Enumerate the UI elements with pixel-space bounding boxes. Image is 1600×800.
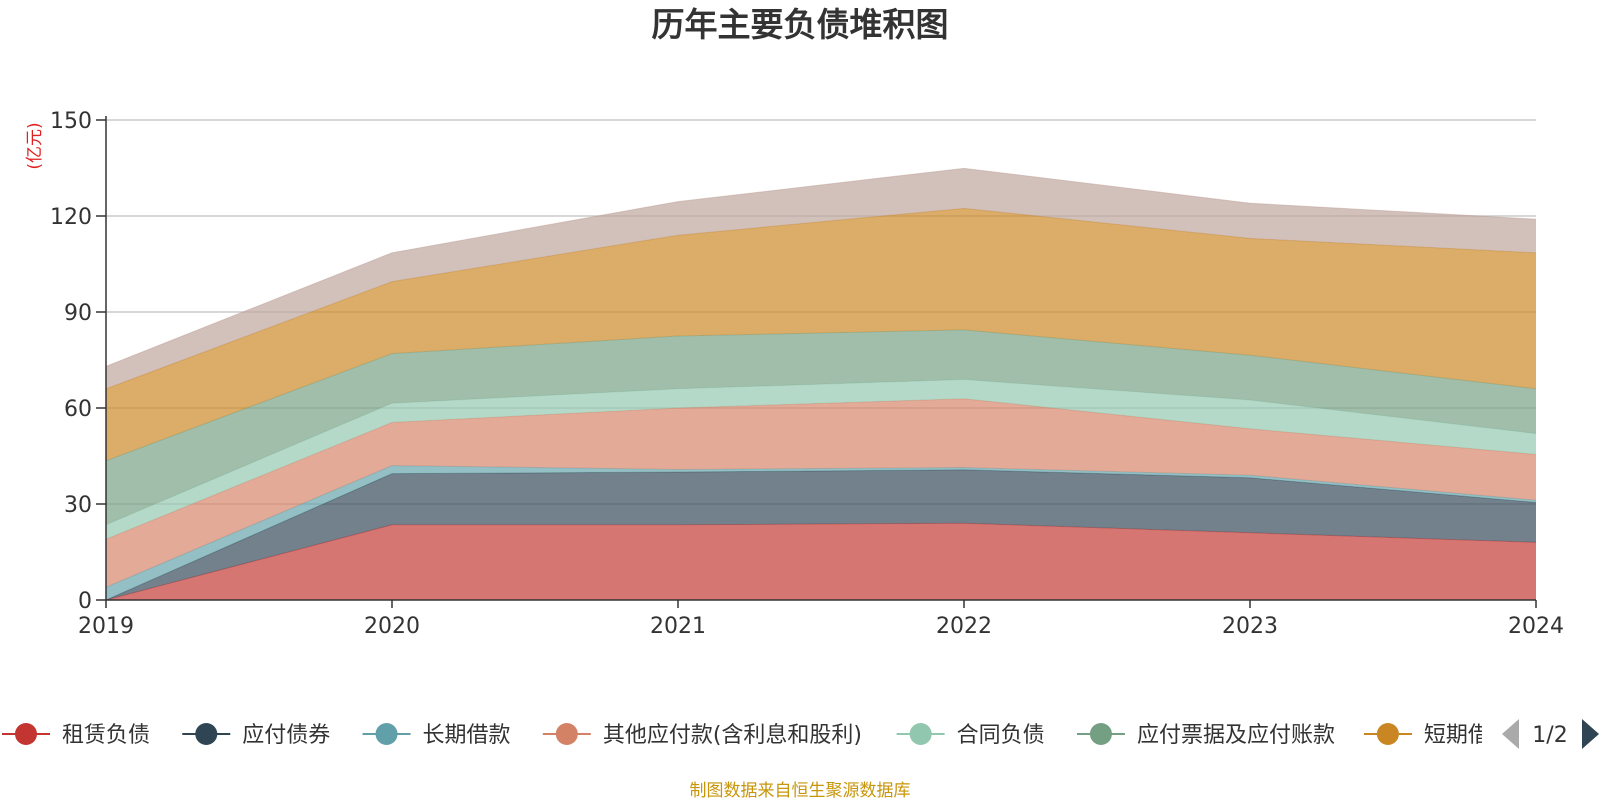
axes: 0 30 60 90 120 150 2019 2020 2021 2022 2023 2024 bbox=[50, 109, 1564, 639]
area-series-3[interactable] bbox=[106, 398, 1536, 588]
y-tick-label-3: 90 bbox=[64, 301, 92, 326]
x-tick-label-0: 2019 bbox=[78, 614, 134, 639]
area-series-4[interactable] bbox=[106, 379, 1536, 540]
x-tick-label-1: 2020 bbox=[364, 614, 420, 639]
legend-marker-6 bbox=[1376, 723, 1399, 745]
prev-page-icon[interactable] bbox=[1502, 719, 1519, 749]
legend-label-6: 短期借款 bbox=[1424, 723, 1512, 748]
y-tick-label-0: 0 bbox=[78, 589, 92, 614]
area-edge-7 bbox=[105, 167, 1537, 367]
legend-item-5[interactable]: 应付票据及应付账款 bbox=[1076, 723, 1335, 748]
legend-marker-0 bbox=[15, 723, 37, 745]
y-tick-label-4: 120 bbox=[50, 205, 92, 230]
legend-label-4: 合同负债 bbox=[957, 723, 1045, 748]
y-tick-label-5: 150 bbox=[50, 109, 92, 134]
x-tick-label-5: 2024 bbox=[1508, 614, 1564, 639]
area-series-7[interactable] bbox=[106, 168, 1536, 389]
legend-pager: 1/2 bbox=[1502, 719, 1599, 749]
unit-label: (亿元) bbox=[25, 122, 45, 169]
x-tick-label-3: 2022 bbox=[936, 614, 992, 639]
area-series-1[interactable] bbox=[106, 469, 1536, 600]
area-edge-4 bbox=[105, 379, 1537, 526]
legend-marker-2 bbox=[375, 723, 398, 745]
legend-marker-1 bbox=[195, 723, 218, 745]
legend-label-2: 长期借款 bbox=[423, 723, 511, 748]
y-tick-label-2: 60 bbox=[64, 397, 92, 422]
legend-item-0[interactable]: 租赁负债 bbox=[2, 723, 150, 748]
legend: 租赁负债 应付债券 长期借款 其他应付款(含利息和股利) 合同负债 应付票据及应付账款 短期… bbox=[2, 723, 1512, 748]
legend-label-1: 应付债券 bbox=[242, 723, 330, 748]
stacked-areas bbox=[105, 167, 1537, 601]
source-note: 制图数据来自恒生聚源数据库 bbox=[690, 781, 911, 800]
legend-item-4[interactable]: 合同负债 bbox=[896, 723, 1045, 748]
next-page-icon[interactable] bbox=[1582, 719, 1599, 749]
legend-marker-5 bbox=[1089, 723, 1112, 745]
legend-item-3[interactable]: 其他应付款(含利息和股利) bbox=[542, 723, 862, 748]
legend-label-5: 应付票据及应付账款 bbox=[1137, 723, 1335, 748]
legend-label-3: 其他应付款(含利息和股利) bbox=[603, 723, 862, 748]
legend-item-2[interactable]: 长期借款 bbox=[362, 723, 511, 748]
y-tick-label-1: 30 bbox=[64, 493, 92, 518]
legend-item-1[interactable]: 应付债券 bbox=[182, 723, 330, 748]
x-tick-label-4: 2023 bbox=[1222, 614, 1278, 639]
area-series-6[interactable] bbox=[106, 208, 1536, 461]
area-series-0[interactable] bbox=[106, 523, 1536, 600]
legend-item-6[interactable]: 短期借款 bbox=[1363, 723, 1512, 748]
chart-title: 历年主要负债堆积图 bbox=[652, 5, 949, 44]
legend-page-indicator: 1/2 bbox=[1532, 723, 1567, 748]
area-series-5[interactable] bbox=[106, 329, 1536, 525]
legend-label-0: 租赁负债 bbox=[62, 723, 150, 748]
x-tick-label-2: 2021 bbox=[650, 614, 706, 639]
legend-marker-4 bbox=[909, 723, 932, 745]
legend-marker-3 bbox=[555, 723, 578, 745]
